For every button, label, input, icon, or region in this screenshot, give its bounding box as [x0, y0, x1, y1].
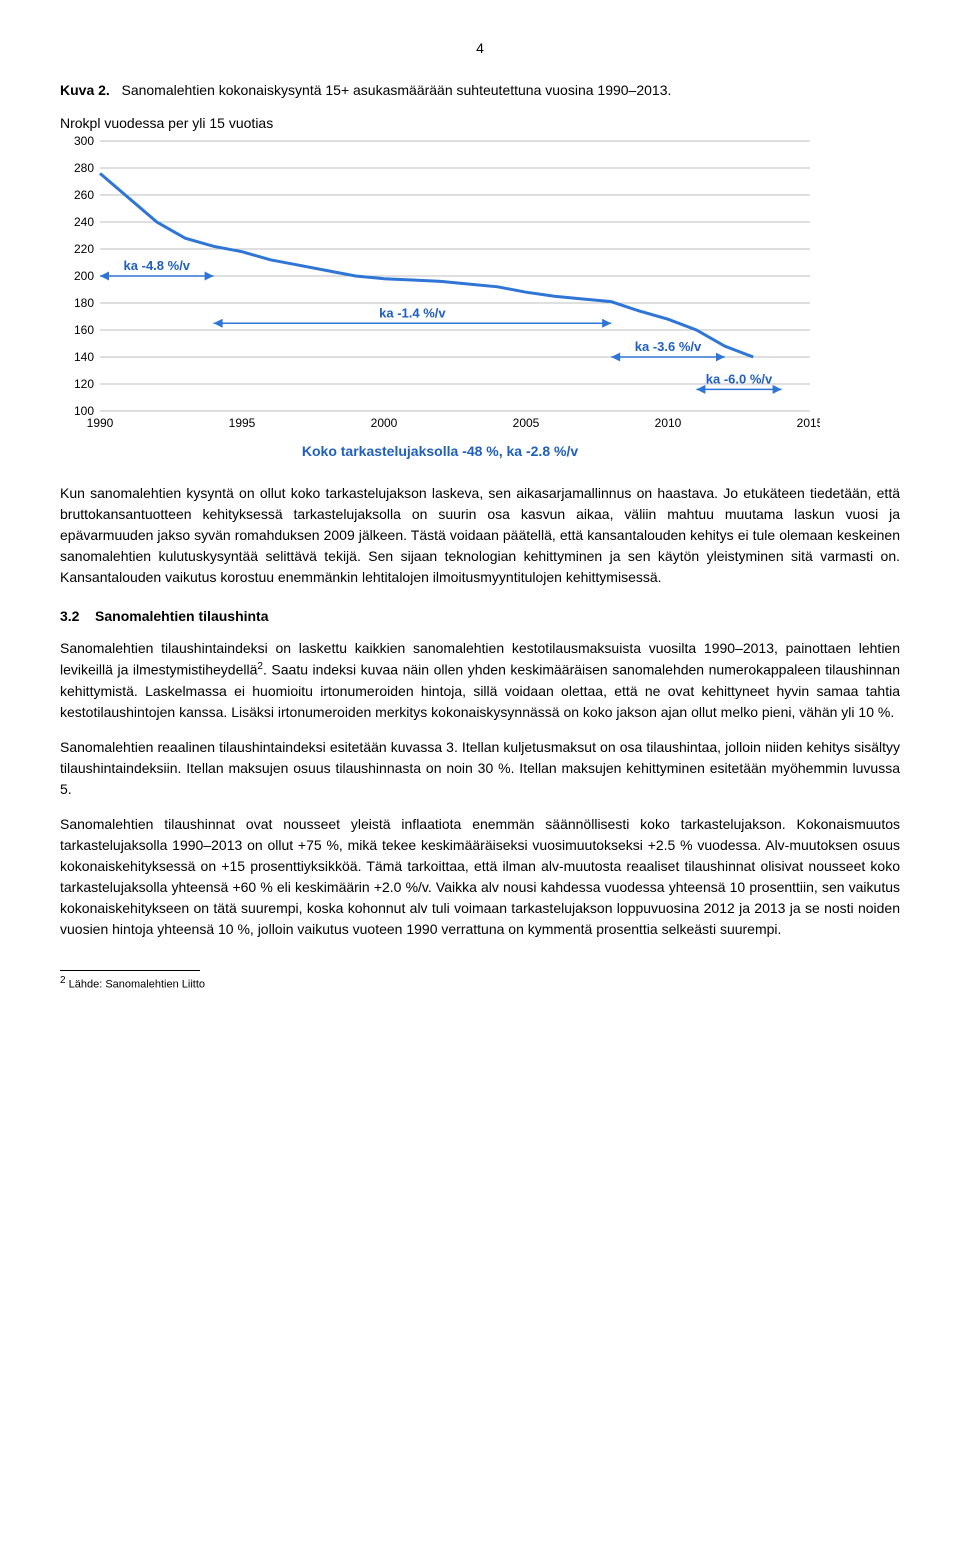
page-number: 4 — [60, 40, 900, 56]
paragraph-4: Sanomalehtien tilaushinnat ovat nousseet… — [60, 814, 900, 940]
svg-text:2010: 2010 — [655, 416, 682, 430]
section-heading: 3.2 Sanomalehtien tilaushinta — [60, 608, 900, 624]
svg-text:2015: 2015 — [797, 416, 820, 430]
chart-container: Nrokpl vuodessa per yli 15 vuotias 10012… — [60, 115, 820, 459]
figure-caption-prefix: Kuva 2. — [60, 82, 110, 98]
svg-text:ka -6.0 %/v: ka -6.0 %/v — [706, 371, 773, 386]
svg-text:ka -4.8 %/v: ka -4.8 %/v — [124, 258, 191, 273]
svg-text:120: 120 — [74, 377, 94, 391]
svg-text:1995: 1995 — [229, 416, 256, 430]
svg-text:140: 140 — [74, 350, 94, 364]
chart-footer-text: Koko tarkastelujaksolla -48 %, ka -2.8 %… — [60, 443, 820, 459]
line-chart: 1001201401601802002202402602803001990199… — [60, 135, 820, 435]
chart-y-axis-title: Nrokpl vuodessa per yli 15 vuotias — [60, 115, 820, 131]
footnote: 2 Lähde: Sanomalehtien Liitto — [60, 975, 900, 991]
svg-text:1990: 1990 — [87, 416, 114, 430]
svg-text:240: 240 — [74, 215, 94, 229]
svg-text:ka -3.6 %/v: ka -3.6 %/v — [635, 339, 702, 354]
paragraph-1: Kun sanomalehtien kysyntä on ollut koko … — [60, 483, 900, 588]
section-heading-number: 3.2 — [60, 608, 79, 624]
paragraph-3: Sanomalehtien reaalinen tilaushintaindek… — [60, 737, 900, 800]
section-heading-title: Sanomalehtien tilaushinta — [95, 608, 268, 624]
svg-text:ka -1.4 %/v: ka -1.4 %/v — [379, 305, 446, 320]
svg-text:180: 180 — [74, 296, 94, 310]
svg-text:220: 220 — [74, 242, 94, 256]
svg-text:200: 200 — [74, 269, 94, 283]
svg-text:2005: 2005 — [513, 416, 540, 430]
svg-text:300: 300 — [74, 135, 94, 148]
paragraph-2: Sanomalehtien tilaushintaindeksi on lask… — [60, 638, 900, 723]
figure-caption-text: Sanomalehtien kokonaiskysyntä 15+ asukas… — [121, 82, 671, 98]
svg-text:280: 280 — [74, 161, 94, 175]
svg-text:160: 160 — [74, 323, 94, 337]
svg-text:260: 260 — [74, 188, 94, 202]
footnote-separator — [60, 970, 200, 971]
footnote-text: Lähde: Sanomalehtien Liitto — [66, 978, 205, 990]
svg-text:2000: 2000 — [371, 416, 398, 430]
figure-caption: Kuva 2. Sanomalehtien kokonaiskysyntä 15… — [60, 80, 900, 101]
